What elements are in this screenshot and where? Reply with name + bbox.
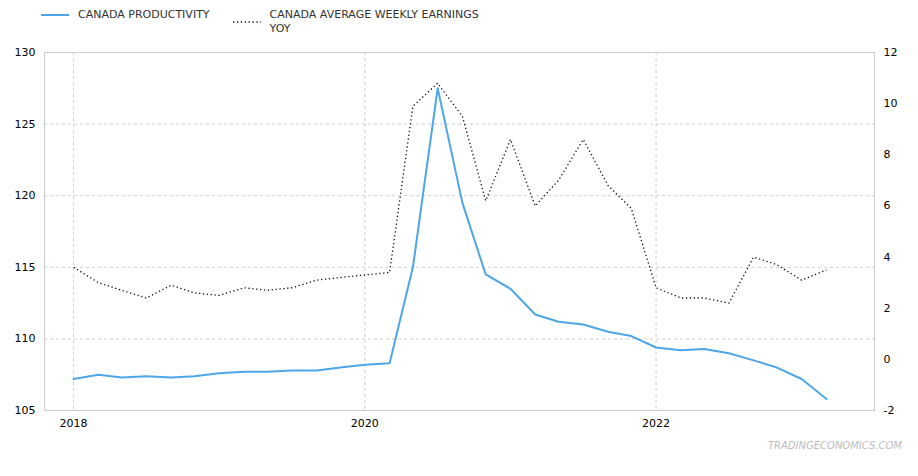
svg-text:105: 105: [15, 404, 36, 417]
svg-text:2022: 2022: [642, 417, 670, 430]
svg-text:10: 10: [884, 97, 898, 110]
svg-text:120: 120: [15, 189, 36, 202]
svg-text:0: 0: [884, 352, 891, 365]
svg-text:12: 12: [884, 46, 898, 59]
svg-text:2020: 2020: [351, 417, 379, 430]
svg-text:130: 130: [15, 46, 36, 59]
html-text:TRADINGECONOMICS.COM: TRADINGECONOMICS.COM: [767, 439, 902, 451]
html-text:CANADA PRODUCTIVITY: CANADA PRODUCTIVITY: [78, 8, 210, 21]
svg-text:8: 8: [884, 148, 891, 161]
svg-text:4: 4: [884, 250, 891, 263]
svg-text:-2: -2: [884, 404, 895, 417]
svg-text:2018: 2018: [60, 417, 88, 430]
html-text:CANADA AVERAGE WEEKLY EARNINGS: CANADA AVERAGE WEEKLY EARNINGS YOY: [269, 8, 479, 35]
svg-text:2: 2: [884, 301, 891, 314]
svg-text:115: 115: [15, 260, 36, 273]
svg-text:125: 125: [15, 117, 36, 130]
svg-text:6: 6: [884, 199, 891, 212]
svg-text:110: 110: [15, 332, 36, 345]
